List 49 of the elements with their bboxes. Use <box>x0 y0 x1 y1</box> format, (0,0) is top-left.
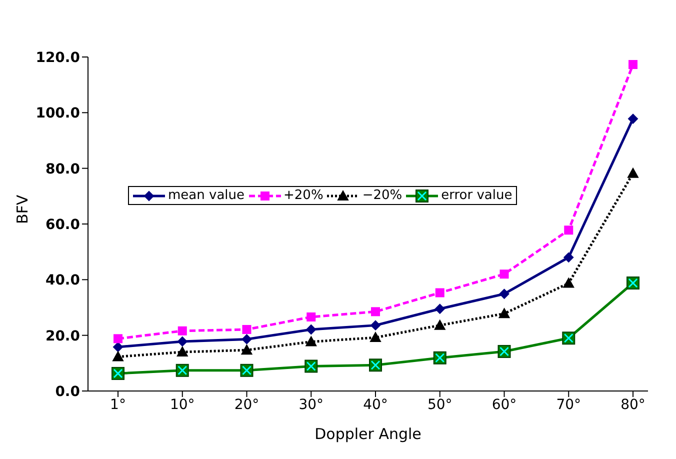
x-tick-label: 10° <box>170 396 195 413</box>
point <box>628 114 638 124</box>
y-axis-title: BFV <box>13 194 32 224</box>
x-tick-label: 70° <box>556 396 582 413</box>
legend-label: error value <box>441 188 512 203</box>
point <box>113 342 123 352</box>
y-tick-label: 60.0 <box>45 216 80 233</box>
point <box>498 308 510 318</box>
point <box>306 324 316 334</box>
y-tick-label: 20.0 <box>45 328 80 344</box>
point <box>370 320 380 330</box>
point <box>564 226 574 235</box>
y-tick-label: 100.0 <box>36 106 80 122</box>
point <box>306 312 316 322</box>
point <box>242 324 252 334</box>
point <box>628 60 638 70</box>
point <box>178 326 187 336</box>
x-axis-title: Doppler Angle <box>314 425 422 443</box>
point <box>628 168 638 178</box>
point <box>176 346 188 357</box>
point <box>114 334 122 344</box>
point <box>306 336 317 346</box>
x-tick-label: 80° <box>620 396 646 413</box>
x-tick-label: 50° <box>427 396 452 413</box>
legend-label: mean value <box>168 188 245 203</box>
legend-label: +20% <box>284 188 324 203</box>
legend-label: −20% <box>362 188 402 203</box>
y-tick-label: 0.0 <box>55 384 80 400</box>
point <box>177 336 188 346</box>
point <box>112 351 124 362</box>
point <box>564 252 574 262</box>
x-tick-label: 20° <box>234 396 260 413</box>
y-tick-label: 80.0 <box>45 161 80 178</box>
point <box>500 270 509 279</box>
point <box>371 307 380 316</box>
x-tick-label: 60° <box>492 396 517 413</box>
x-tick-label: 1° <box>110 396 126 413</box>
x-tick-label: 40° <box>363 396 388 413</box>
point <box>499 288 510 299</box>
y-tick-label: 40.0 <box>45 272 80 289</box>
y-tick-label: 120.0 <box>36 50 80 66</box>
x-tick-label: 30° <box>298 396 324 413</box>
point <box>370 332 381 342</box>
point <box>434 320 446 330</box>
point <box>563 278 574 288</box>
point <box>242 334 252 344</box>
point <box>241 344 252 355</box>
point <box>434 304 445 314</box>
point <box>435 288 444 298</box>
